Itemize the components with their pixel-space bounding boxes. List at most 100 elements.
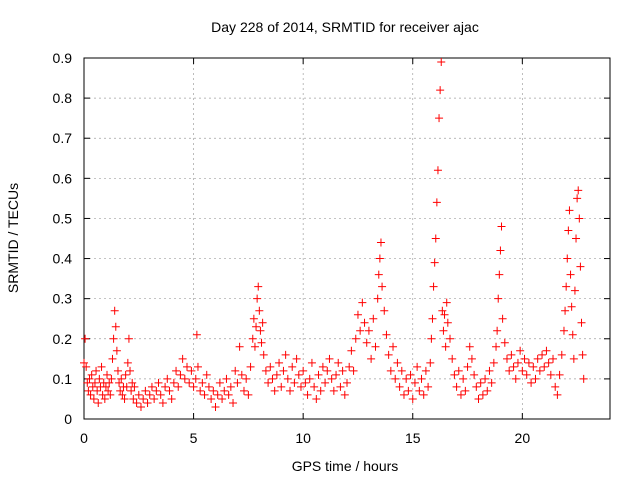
y-tick-label: 0.4	[53, 251, 73, 267]
data-point	[467, 354, 476, 363]
data-point	[235, 342, 244, 351]
data-point	[568, 330, 577, 339]
data-point	[481, 374, 490, 383]
data-point	[374, 270, 383, 279]
data-point	[139, 394, 148, 403]
data-point	[399, 390, 408, 399]
data-point	[429, 282, 438, 291]
data-point	[557, 350, 566, 359]
data-point	[529, 362, 538, 371]
data-point	[561, 306, 570, 315]
data-point	[478, 390, 487, 399]
data-point	[443, 318, 452, 327]
data-point	[93, 386, 102, 395]
data-point	[578, 350, 587, 359]
data-point	[551, 382, 560, 391]
data-point	[220, 386, 229, 395]
data-point	[353, 310, 362, 319]
data-point	[82, 362, 91, 371]
data-point	[163, 374, 172, 383]
x-tick-label: 15	[405, 430, 421, 446]
data-point	[233, 378, 242, 387]
data-point	[492, 342, 501, 351]
x-tick-label: 20	[515, 430, 531, 446]
data-point	[178, 354, 187, 363]
data-point	[174, 382, 183, 391]
data-point	[384, 350, 393, 359]
data-point	[500, 338, 509, 347]
data-point	[513, 358, 522, 367]
data-point	[261, 366, 270, 375]
data-point	[253, 294, 262, 303]
data-point	[373, 294, 382, 303]
data-point	[231, 366, 240, 375]
data-point	[334, 358, 343, 367]
data-point	[286, 386, 295, 395]
data-point	[562, 282, 571, 291]
data-point	[112, 346, 121, 355]
data-point	[310, 382, 319, 391]
data-point	[446, 334, 455, 343]
data-point	[397, 366, 406, 375]
data-point	[329, 386, 338, 395]
data-point	[413, 362, 422, 371]
data-point	[158, 398, 167, 407]
data-point	[248, 334, 257, 343]
data-point	[438, 306, 447, 315]
data-point	[272, 370, 281, 379]
data-point	[183, 362, 192, 371]
data-point	[441, 342, 450, 351]
data-point	[347, 346, 356, 355]
y-tick-labels: 0 0.1 0.2 0.3 0.4 0.5 0.6 0.7 0.8 0.9	[53, 50, 73, 427]
data-point	[87, 370, 96, 379]
data-point	[90, 378, 99, 387]
data-point	[111, 322, 120, 331]
data-point	[427, 334, 436, 343]
data-point	[81, 334, 90, 343]
data-point	[391, 374, 400, 383]
data-point	[172, 366, 181, 375]
data-point	[436, 86, 445, 95]
data-point	[518, 366, 527, 375]
data-point	[474, 394, 483, 403]
data-point	[507, 350, 516, 359]
data-point	[459, 374, 468, 383]
data-point	[378, 282, 387, 291]
data-point	[494, 294, 503, 303]
data-point	[89, 394, 98, 403]
data-point	[215, 378, 224, 387]
data-points	[80, 58, 588, 411]
data-point	[100, 394, 109, 403]
data-point	[126, 366, 135, 375]
data-point	[505, 366, 514, 375]
data-point	[577, 318, 586, 327]
x-axis-label: GPS time / hours	[292, 458, 399, 474]
data-point	[88, 382, 97, 391]
data-point	[546, 370, 555, 379]
data-point	[209, 386, 218, 395]
data-point	[185, 378, 194, 387]
data-point	[463, 362, 472, 371]
data-point	[489, 358, 498, 367]
data-point	[327, 374, 336, 383]
data-point	[345, 362, 354, 371]
data-point	[535, 366, 544, 375]
data-point	[318, 362, 327, 371]
data-point	[380, 306, 389, 315]
data-point	[509, 362, 518, 371]
y-tick-label: 0.1	[53, 371, 73, 387]
y-tick-label: 0.5	[53, 210, 73, 226]
data-point	[448, 354, 457, 363]
data-point	[288, 362, 297, 371]
data-point	[564, 226, 573, 235]
data-point	[283, 374, 292, 383]
data-point	[239, 386, 248, 395]
data-point	[349, 366, 358, 375]
data-point	[454, 366, 463, 375]
data-point	[430, 258, 439, 267]
data-point	[540, 362, 549, 371]
data-point	[242, 374, 251, 383]
data-point	[80, 358, 88, 367]
data-point	[406, 370, 415, 379]
data-point	[98, 390, 107, 399]
